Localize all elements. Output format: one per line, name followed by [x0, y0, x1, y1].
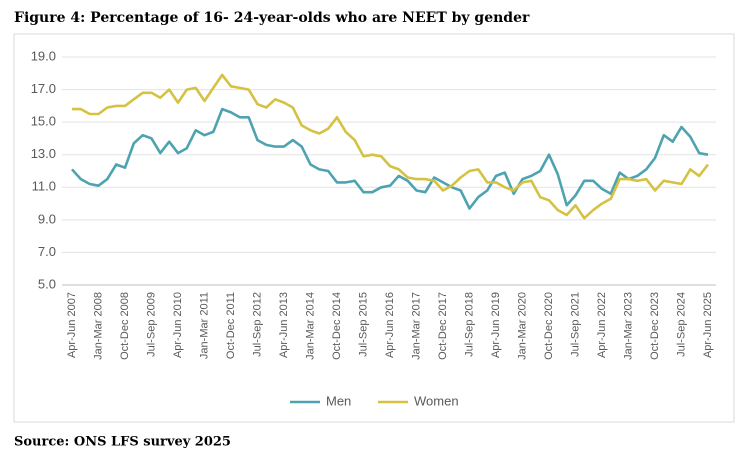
data-line — [72, 73, 710, 220]
x-tick-label: Jul-Sep 2018 — [463, 292, 475, 357]
y-tick-label: 5.0 — [38, 276, 56, 291]
y-tick-label: 9.0 — [38, 211, 56, 226]
x-tick-label: Jan-Mar 2008 — [92, 292, 104, 360]
x-tick-label: Oct-Dec 2011 — [225, 292, 237, 359]
x-tick-label: Jul-Sep 2021 — [569, 292, 581, 357]
x-tick-label: Apr-Jun 2010 — [172, 292, 184, 358]
x-tick-label: Oct-Dec 2008 — [119, 292, 131, 360]
x-tick-label: Jul-Sep 2009 — [145, 292, 157, 357]
y-tick-label: 15.0 — [31, 114, 56, 129]
y-tick-label: 11.0 — [32, 179, 56, 194]
x-tick-label: Jan-Mar 2014 — [304, 292, 316, 360]
x-tick-label: Apr-Jun 2022 — [596, 292, 608, 358]
y-tick-label: 19.0 — [31, 48, 56, 63]
x-tick-label: Apr-Jun 2025 — [702, 292, 714, 358]
chart-frame — [13, 33, 735, 423]
x-tick-label: Jul-Sep 2012 — [251, 292, 263, 357]
legend-label: Women — [414, 393, 459, 408]
x-tick-label: Apr-Jun 2007 — [66, 292, 78, 358]
x-tick-label: Jan-Mar 2011 — [198, 292, 210, 359]
source-note: Source: ONS LFS survey 2025 — [14, 435, 231, 450]
x-tick-label: Apr-Jun 2016 — [384, 292, 396, 358]
x-tick-label: Oct-Dec 2017 — [437, 292, 449, 360]
x-tick-label: Oct-Dec 2023 — [649, 292, 661, 360]
y-tick-label: 17.0 — [31, 81, 56, 96]
legend-label: Men — [326, 393, 351, 408]
x-tick-label: Jan-Mar 2017 — [410, 292, 422, 360]
x-tick-label: Oct-Dec 2014 — [331, 292, 343, 360]
data-line — [71, 107, 709, 210]
x-tick-label: Jul-Sep 2015 — [357, 292, 369, 357]
x-tick-label: Jul-Sep 2024 — [675, 292, 687, 357]
y-tick-label: 7.0 — [38, 244, 56, 259]
chart-title: Figure 4: Percentage of 16- 24-year-olds… — [14, 10, 530, 26]
x-tick-label: Jan-Mar 2023 — [622, 292, 634, 360]
x-tick-label: Apr-Jun 2019 — [490, 292, 502, 358]
x-tick-label: Oct-Dec 2020 — [543, 292, 555, 360]
x-tick-label: Apr-Jun 2013 — [278, 292, 290, 358]
x-tick-label: Jan-Mar 2020 — [516, 292, 528, 360]
y-tick-label: 13.0 — [31, 146, 56, 161]
